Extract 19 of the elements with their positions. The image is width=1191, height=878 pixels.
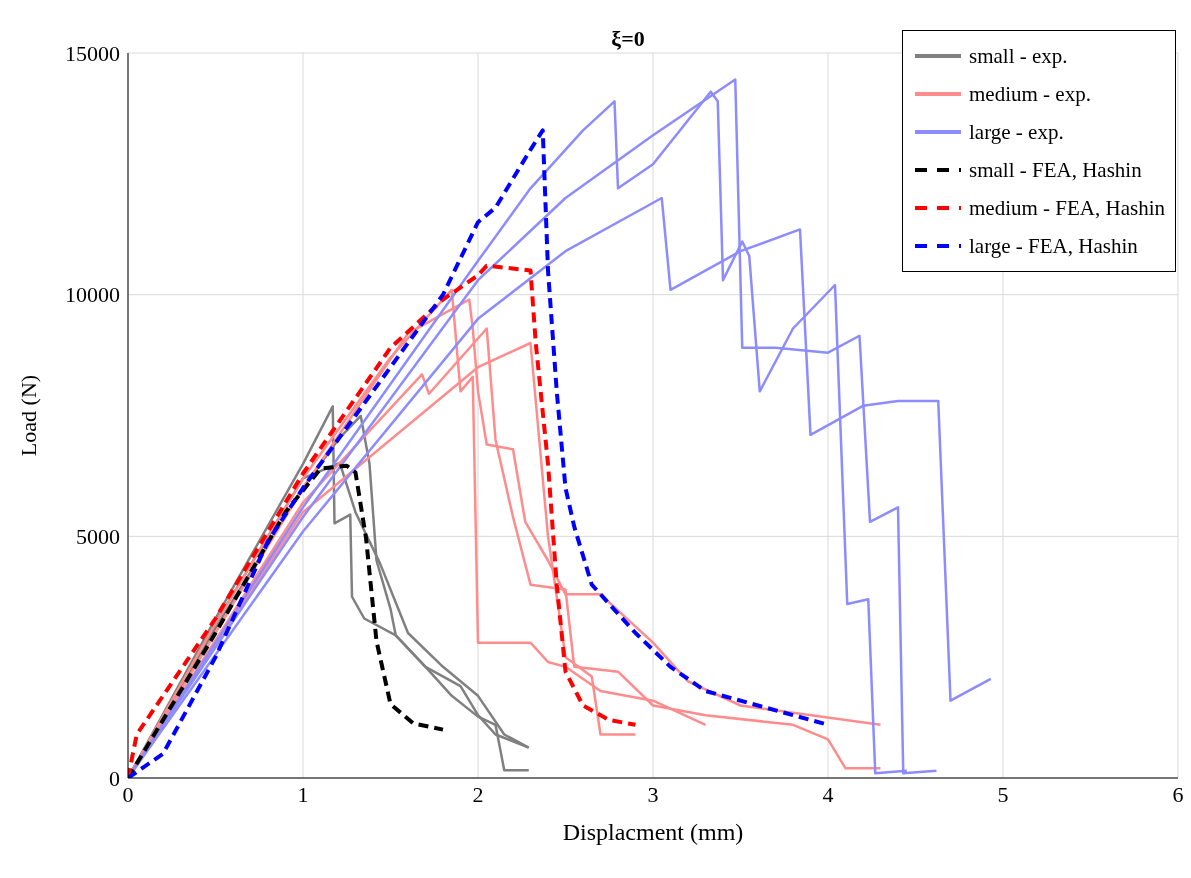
x-axis-title: Displacment (mm) <box>562 819 744 845</box>
legend-label: medium - FEA, Hashin <box>969 195 1165 221</box>
y-axis-title: Load (N) <box>15 374 41 457</box>
x-tick-label: 3 <box>647 781 659 807</box>
chart-title: ξ=0 <box>611 26 645 51</box>
x-tick-label: 4 <box>822 781 834 807</box>
x-tick-label: 6 <box>1172 781 1184 807</box>
y-tick-label: 15000 <box>65 40 120 66</box>
y-tick-label: 0 <box>109 765 120 791</box>
x-tick-label: 2 <box>472 781 484 807</box>
legend-label: large - exp. <box>969 119 1064 145</box>
legend-label: medium - exp. <box>969 81 1091 107</box>
legend-label: large - FEA, Hashin <box>969 233 1138 259</box>
legend-label: small - FEA, Hashin <box>969 157 1142 183</box>
legend-label: small - exp. <box>969 43 1068 69</box>
x-tick-label: 5 <box>997 781 1009 807</box>
y-tick-label: 5000 <box>76 524 120 550</box>
x-tick-label: 1 <box>297 781 309 807</box>
y-tick-label: 10000 <box>65 282 120 308</box>
